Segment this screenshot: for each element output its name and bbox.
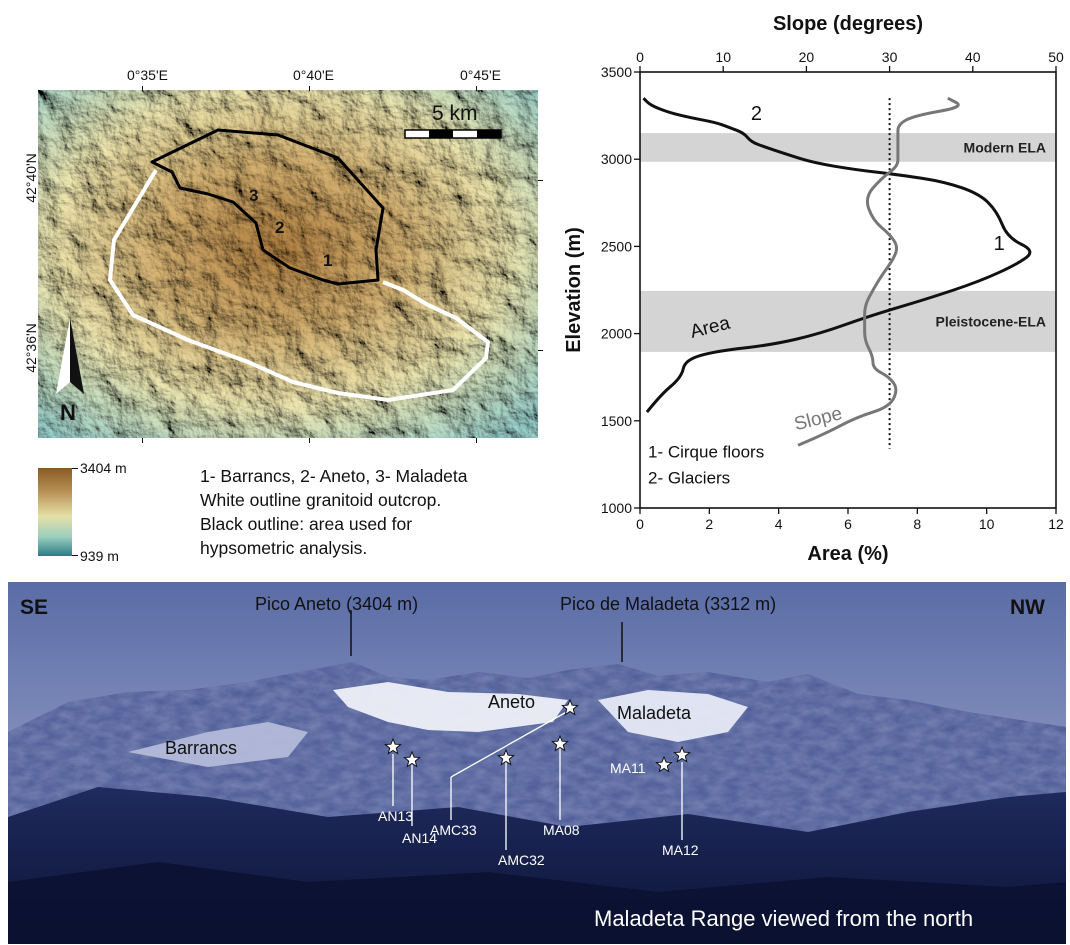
map-tick bbox=[476, 86, 477, 91]
north-label: N bbox=[60, 400, 76, 425]
glacier-label-barrancs: Barrancs bbox=[165, 738, 238, 758]
slope-series-line bbox=[797, 96, 960, 447]
colorbar-tick bbox=[72, 468, 78, 469]
map-caption-line: hypsometric analysis. bbox=[200, 538, 368, 558]
ela-band bbox=[640, 290, 1056, 352]
glacier-maladeta bbox=[598, 690, 748, 742]
glacier-aneto bbox=[333, 682, 568, 732]
x-axis-title: Area (%) bbox=[807, 543, 888, 565]
map-tick bbox=[538, 350, 543, 351]
x2-axis-title: Slope (degrees) bbox=[773, 13, 923, 35]
sample-star-icon bbox=[551, 734, 569, 752]
map-tick bbox=[309, 86, 310, 91]
x2-tick-label: 20 bbox=[799, 49, 815, 65]
y-tick-label: 2500 bbox=[601, 238, 632, 254]
elevation-colorbar bbox=[38, 468, 72, 556]
x-tick-label: 6 bbox=[844, 516, 852, 532]
sample-star-icon bbox=[403, 750, 421, 768]
area-series-line bbox=[642, 97, 1032, 414]
y-tick-label: 3000 bbox=[601, 151, 632, 167]
mountain-panorama-photo bbox=[8, 582, 1066, 944]
colorbar-min-label: 939 m bbox=[80, 548, 119, 564]
zone-label-2: 2 bbox=[275, 218, 285, 237]
colorbar-max-label: 3404 m bbox=[80, 460, 127, 476]
map-tick bbox=[538, 180, 543, 181]
zone-label-1: 1 bbox=[323, 251, 333, 270]
sample-star-icon bbox=[655, 755, 673, 773]
sample-label: AMC33 bbox=[430, 822, 477, 838]
y-axis-title: Elevation (m) bbox=[563, 227, 585, 353]
x2-tick-label: 10 bbox=[715, 49, 731, 65]
sample-label: AN14 bbox=[402, 830, 438, 846]
map-lon-label: 0°35'E bbox=[127, 67, 168, 83]
sample-label: AN13 bbox=[378, 808, 414, 824]
sample-stars bbox=[384, 698, 691, 773]
sample-star-icon bbox=[561, 698, 579, 716]
glacier-label-aneto: Aneto bbox=[488, 692, 536, 712]
map-lat-label: 42°36'N bbox=[23, 323, 39, 373]
sample-label: MA08 bbox=[543, 822, 580, 838]
y-tick-label: 1500 bbox=[601, 413, 632, 429]
north-arrow-icon bbox=[56, 318, 84, 394]
chart-legend-line: 1- Cirque floors bbox=[648, 442, 764, 461]
zone-label-3: 3 bbox=[249, 186, 259, 205]
sample-label: MA11 bbox=[610, 760, 646, 776]
colorbar-tick bbox=[72, 555, 78, 556]
panorama-image bbox=[8, 582, 1066, 944]
map-tick bbox=[309, 438, 310, 443]
x-tick-label: 8 bbox=[913, 516, 921, 532]
map-tick bbox=[142, 438, 143, 443]
y-tick-label: 1000 bbox=[601, 500, 632, 516]
glacier-barrancs bbox=[128, 722, 308, 767]
curve-annotation: 1 bbox=[994, 233, 1005, 255]
scale-bar bbox=[404, 129, 502, 139]
x-tick-label: 0 bbox=[636, 516, 644, 532]
ela-band bbox=[640, 133, 1056, 162]
hypsometric-area-outline bbox=[150, 128, 385, 286]
ela-bands bbox=[640, 133, 1056, 352]
curve-annotation: 2 bbox=[751, 103, 762, 125]
map-tick bbox=[142, 86, 143, 91]
series-label-slope: Slope bbox=[792, 403, 844, 435]
map-lon-label: 0°40'E bbox=[293, 67, 334, 83]
chart-series bbox=[642, 96, 1032, 449]
x-tick-label: 2 bbox=[705, 516, 713, 532]
y-tick-label: 3500 bbox=[601, 64, 632, 80]
map-caption-line: 1- Barrancs, 2- Aneto, 3- Maladeta bbox=[200, 466, 468, 486]
relief-map-image bbox=[38, 90, 538, 438]
sample-star-icon bbox=[497, 748, 515, 766]
direction-nw: NW bbox=[1010, 596, 1045, 619]
x-tick-label: 12 bbox=[1048, 516, 1064, 532]
y-tick-label: 2000 bbox=[601, 326, 632, 342]
sample-star-icon bbox=[384, 737, 402, 755]
x2-tick-label: 50 bbox=[1048, 49, 1064, 65]
sample-star-icon bbox=[673, 745, 691, 763]
granitoid-outline bbox=[108, 168, 490, 402]
x2-tick-label: 0 bbox=[636, 49, 644, 65]
x2-tick-label: 40 bbox=[965, 49, 981, 65]
peak-label-aneto: Pico Aneto (3404 m) bbox=[255, 594, 419, 614]
map-caption-line: White outline granitoid outcrop. bbox=[200, 490, 442, 510]
chart-legend-line: 2- Glaciers bbox=[648, 468, 730, 487]
map-tick bbox=[476, 438, 477, 443]
ela-band-label: Pleistocene-ELA bbox=[936, 313, 1046, 329]
sample-label: MA12 bbox=[662, 842, 699, 858]
x2-tick-label: 30 bbox=[882, 49, 898, 65]
x-tick-label: 10 bbox=[979, 516, 995, 532]
map-lon-label: 0°45'E bbox=[460, 67, 501, 83]
photo-caption: Maladeta Range viewed from the north bbox=[594, 906, 974, 931]
sample-label: AMC32 bbox=[498, 852, 545, 868]
ela-band-label: Modern ELA bbox=[964, 139, 1046, 155]
map-caption-line: Black outline: area used for bbox=[200, 514, 413, 534]
map-lat-label: 42°40'N bbox=[23, 153, 39, 203]
glacier-label-maladeta: Maladeta bbox=[617, 703, 692, 723]
scale-label: 5 km bbox=[432, 102, 478, 125]
shaded-relief-map bbox=[38, 90, 538, 438]
peak-label-maladeta: Pico de Maladeta (3312 m) bbox=[560, 594, 777, 614]
direction-se: SE bbox=[20, 596, 49, 619]
x-tick-label: 4 bbox=[775, 516, 783, 532]
